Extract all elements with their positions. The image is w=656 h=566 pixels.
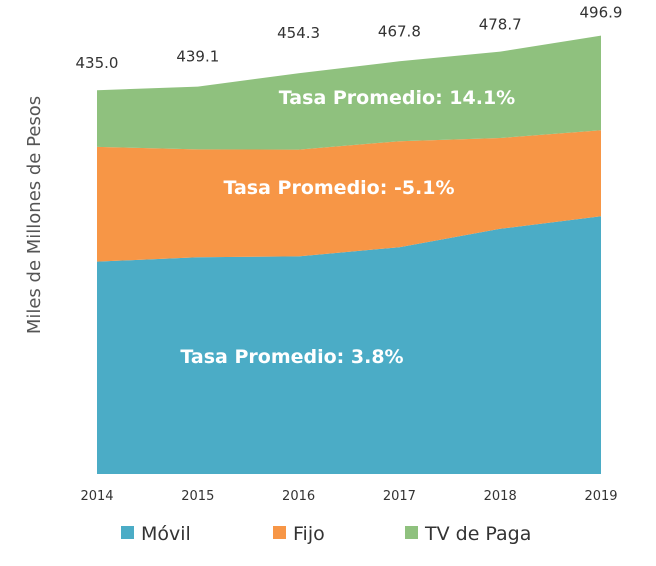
total-label: 478.7 bbox=[479, 16, 522, 34]
area-series-2 bbox=[97, 35, 601, 150]
x-tick-label: 2015 bbox=[181, 489, 214, 504]
total-labels-group: 435.0 439.1 454.3 467.8 478.7 496.9 bbox=[76, 4, 623, 73]
area-series-1 bbox=[97, 130, 601, 262]
rate-annotation: Tasa Promedio: -5.1% bbox=[223, 177, 454, 199]
area-series-0 bbox=[97, 216, 601, 475]
x-tick-labels-group: 2014 2015 2016 2017 2018 2019 bbox=[80, 489, 617, 504]
legend-swatch bbox=[273, 526, 286, 539]
total-label: 496.9 bbox=[580, 4, 623, 22]
x-tick-label: 2018 bbox=[484, 489, 517, 504]
rate-annotation: Tasa Promedio: 14.1% bbox=[279, 87, 515, 109]
legend: Móvil Fijo TV de Paga bbox=[121, 523, 531, 545]
legend-label: Fijo bbox=[293, 523, 325, 545]
legend-swatch bbox=[121, 526, 134, 539]
x-tick-label: 2019 bbox=[584, 489, 617, 504]
annotations-group: Tasa Promedio: 14.1% Tasa Promedio: -5.1%… bbox=[180, 87, 515, 368]
legend-swatch bbox=[405, 526, 418, 539]
total-label: 467.8 bbox=[378, 22, 421, 40]
x-tick-label: 2016 bbox=[282, 489, 315, 504]
rate-annotation: Tasa Promedio: 3.8% bbox=[180, 346, 403, 368]
area-series-group bbox=[97, 35, 601, 475]
total-label: 435.0 bbox=[76, 54, 119, 72]
y-axis-label: Miles de Millones de Pesos bbox=[24, 96, 45, 334]
total-label: 454.3 bbox=[277, 24, 320, 42]
legend-label: Móvil bbox=[141, 523, 191, 545]
x-tick-label: 2017 bbox=[383, 489, 416, 504]
x-tick-label: 2014 bbox=[80, 489, 113, 504]
legend-label: TV de Paga bbox=[424, 523, 531, 545]
total-label: 439.1 bbox=[176, 48, 219, 66]
